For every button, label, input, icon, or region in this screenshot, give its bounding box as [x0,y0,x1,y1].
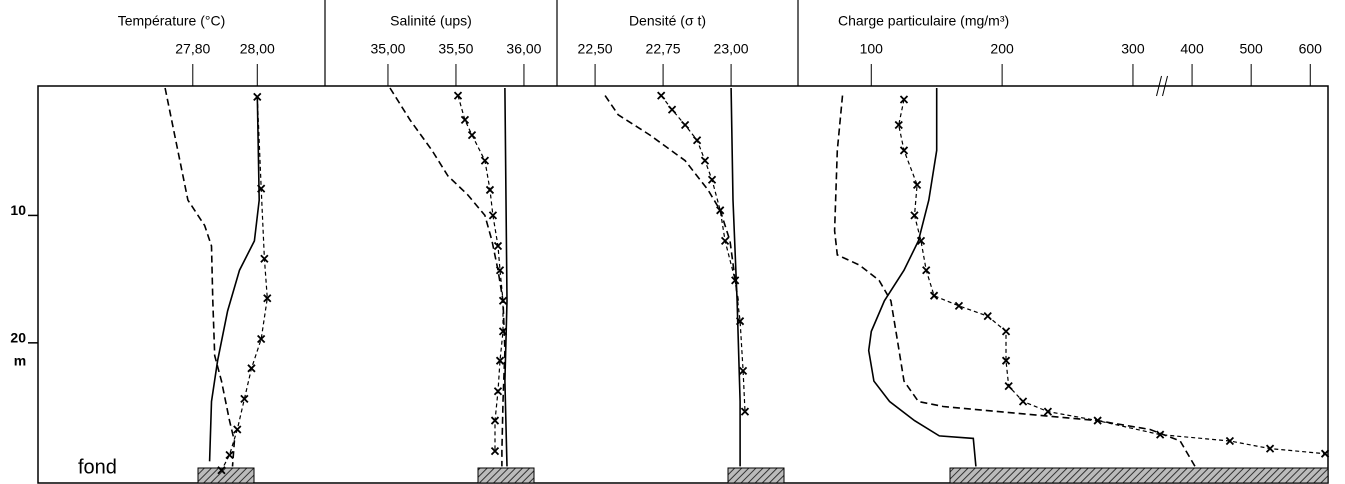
profile-line [604,95,739,301]
cross-marker [680,120,690,130]
profile-line [898,99,1326,455]
cross-marker [899,95,909,104]
cross-marker [257,184,266,193]
cross-marker [233,425,242,434]
x-tick-label: 200 [990,41,1014,57]
cross-marker [253,92,262,102]
x-tick-label: 22,50 [578,41,613,57]
panel-title: Charge particulaire (mg/m³) [838,13,1009,29]
y-axis-label: m [14,353,26,369]
x-tick-label: 23,00 [714,41,749,57]
floor-label: fond [78,456,117,478]
cross-marker [240,394,249,404]
cross-marker [894,120,903,130]
x-tick-label: 500 [1239,41,1263,57]
profile-line [220,96,268,471]
cross-marker [1225,436,1235,446]
profile-line [660,95,746,412]
profile-line [504,87,508,467]
cross-marker [1001,356,1011,365]
panel-title: Densité (σ t) [629,13,706,29]
plot-frame [37,85,1329,484]
cross-marker [692,136,702,145]
cross-marker [493,387,503,396]
cross-marker [1156,430,1165,439]
cross-marker [1320,449,1330,458]
cross-marker [912,180,922,189]
cross-marker [910,211,919,220]
cross-marker [1004,382,1013,391]
cross-marker [480,156,490,165]
cross-marker [707,175,717,184]
cross-marker [983,311,992,321]
x-tick-label: 27,80 [175,41,210,57]
cross-marker [467,131,477,140]
cross-marker [257,334,266,344]
cross-marker [1265,444,1275,453]
x-tick-label: 35,00 [370,41,405,57]
profile-line [833,95,1196,467]
y-tick-label: 20 [10,330,26,346]
cross-marker [217,466,226,475]
cross-marker [247,364,256,373]
axis-break [1156,75,1168,97]
x-tick-label: 600 [1299,41,1323,57]
cross-marker [716,206,725,215]
profile-line [208,95,261,462]
x-tick-label: 400 [1180,41,1204,57]
cross-marker [740,407,750,416]
cross-marker [490,447,500,456]
profile-line [164,87,236,467]
cross-marker [899,146,909,155]
cross-marker [657,91,666,100]
cross-marker [485,185,495,195]
panel-title: Salinité (ups) [390,13,472,29]
cross-marker [700,156,710,165]
profile-line [457,95,504,452]
cross-marker [263,294,272,303]
cross-marker [460,115,470,124]
cross-marker [453,91,463,100]
cross-marker [731,276,740,285]
x-tick-label: 300 [1121,41,1145,57]
cross-marker [720,236,730,246]
profile-line [389,87,506,467]
cross-marker [738,366,748,376]
cross-marker [667,105,677,114]
profile-line [730,87,741,467]
profile-line [867,88,977,467]
cross-marker [490,416,500,425]
y-tick-label: 10 [10,202,26,218]
cross-marker [498,327,508,336]
sea-floor [197,467,1329,484]
x-tick-label: 100 [860,41,884,57]
cross-marker [493,241,503,251]
panel-title: Température (°C) [118,13,226,29]
cross-marker [488,211,498,220]
x-tick-label: 35,50 [438,41,473,57]
cross-marker [1093,416,1102,425]
cross-marker [954,301,964,311]
cross-marker [1001,327,1011,336]
panel-dividers [324,0,799,86]
cross-marker [225,450,234,460]
cross-marker [922,266,931,275]
x-tick-label: 36,00 [506,41,541,57]
cross-marker [495,266,505,275]
x-tick-label: 22,75 [646,41,681,57]
x-tick-label: 28,00 [240,41,275,57]
cross-marker [495,356,505,365]
cross-marker [1043,407,1053,416]
cross-marker [260,254,269,263]
cross-marker [498,296,508,305]
cross-marker [1018,397,1028,406]
cross-marker [916,236,926,246]
cross-marker [929,291,939,300]
cross-marker [735,317,745,326]
